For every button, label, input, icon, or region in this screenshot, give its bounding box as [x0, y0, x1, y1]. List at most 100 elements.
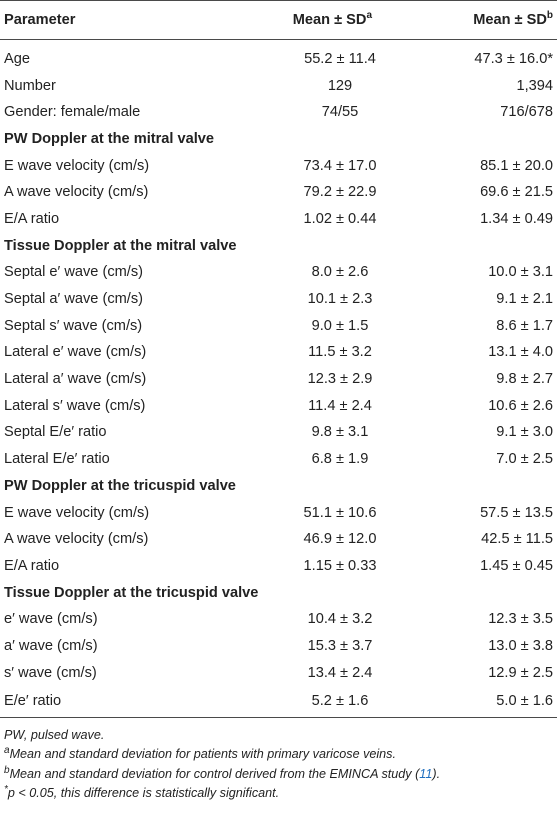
table-row: A wave velocity (cm/s) 79.2 ± 22.9 69.6 ± …: [0, 179, 557, 206]
parameter-cell: Septal s′ wave (cm/s): [4, 317, 143, 334]
mean-sd-patients-cell: 5.2 ± 1.6: [311, 693, 369, 709]
mean-sd-controls-cell: 69.6 ± 21.5: [480, 184, 553, 201]
parameter-cell: Lateral e′ wave (cm/s): [4, 344, 147, 361]
mean-sd-controls-cell: 9.1 ± 2.1: [496, 291, 553, 308]
footnote-pw: PW, pulsed wave.: [4, 727, 105, 742]
footnote-b-marker: b: [4, 764, 10, 776]
section-header-row: PW Doppler at the mitral valve: [0, 126, 557, 153]
table-row: Lateral s′ wave (cm/s) 11.4 ± 2.4 10.6 ± 2…: [0, 393, 557, 420]
mean-sd-patients-cell: 1.02 ± 0.44: [303, 210, 377, 227]
mean-sd-controls-cell: 7.0 ± 2.5: [496, 451, 553, 468]
footnote-star: *p < 0.05, this difference is statistica…: [0, 784, 557, 804]
parameter-cell: Lateral s′ wave (cm/s): [4, 397, 146, 414]
parameter-cell: Septal a′ wave (cm/s): [4, 291, 143, 308]
table-row: Lateral E/e′ ratio 6.8 ± 1.9 7.0 ± 2.5: [0, 446, 557, 473]
mean-sd-patients-cell: 129: [327, 77, 353, 94]
parameter-cell: Gender: female/male: [4, 104, 141, 121]
mean-sd-patients-cell: 15.3 ± 3.7: [307, 637, 373, 654]
section-header-row: Tissue Doppler at the mitral valve: [0, 233, 557, 260]
table-row: Number 129 1,394: [0, 73, 557, 100]
mean-sd-controls-cell: 12.9 ± 2.5: [488, 664, 553, 681]
mean-sd-controls-cell: 1,394: [516, 77, 553, 94]
parameter-cell: Age: [4, 50, 30, 67]
mean-sd-patients-cell: 9.8 ± 3.1: [311, 424, 369, 441]
mean-sd-patients-cell: 11.4 ± 2.4: [308, 397, 372, 414]
mean-sd-patients-cell: 11.5 ± 3.2: [308, 344, 372, 361]
table-row: Septal a′ wave (cm/s) 10.1 ± 2.3 9.1 ± 2.1: [0, 286, 557, 313]
mean-sd-controls-cell: 10.0 ± 3.1: [488, 264, 553, 281]
parameter-cell: Lateral a′ wave (cm/s): [4, 371, 147, 388]
header-mean-sd-patients: Mean ± SDa: [240, 1, 408, 40]
mean-sd-controls-cell: 85.1 ± 20.0: [480, 157, 553, 174]
footnote-b: bMean and standard deviation for control…: [0, 765, 557, 785]
mean-sd-patients-cell: 9.0 ± 1.5: [311, 317, 369, 334]
mean-sd-controls-cell: 5.0 ± 1.6: [496, 693, 553, 709]
mean-sd-patients-cell: 12.3 ± 2.9: [307, 371, 373, 388]
header-parameter: Parameter: [4, 11, 76, 28]
footnote-marker-a: a: [366, 9, 372, 21]
parameter-cell: E/e′ ratio: [4, 693, 62, 709]
echocardiography-table: Parameter Mean ± SDa Mean ± SDb Age 55.2 …: [0, 0, 557, 717]
mean-sd-patients-cell: 6.8 ± 1.9: [311, 451, 369, 468]
footnote-b-end: ).: [432, 766, 441, 781]
mean-sd-controls-cell: 1.45 ± 0.45: [480, 557, 553, 574]
mean-sd-controls-cell: 9.8 ± 2.7: [496, 371, 553, 388]
parameter-cell: E wave velocity (cm/s): [4, 504, 150, 521]
parameter-cell: Lateral E/e′ ratio: [4, 451, 110, 468]
mean-sd-controls-cell: 57.5 ± 13.5: [480, 504, 553, 521]
parameter-cell: Number: [4, 77, 56, 94]
section-header-row: Tissue Doppler at the tricuspid valve: [0, 580, 557, 607]
reference-link[interactable]: 11: [419, 766, 433, 781]
parameter-cell: E wave velocity (cm/s): [4, 157, 150, 174]
parameter-cell: s′ wave (cm/s): [4, 664, 97, 681]
mean-sd-patients-cell: 79.2 ± 22.9: [303, 184, 377, 201]
mean-sd-patients-cell: 10.1 ± 2.3: [307, 291, 373, 308]
footnote-star-text: p < 0.05, this difference is statistical…: [7, 786, 280, 801]
section-title: Tissue Doppler at the mitral valve: [4, 237, 237, 254]
mean-sd-controls-cell: 716/678: [500, 104, 553, 121]
table-row: Septal E/e′ ratio 9.8 ± 3.1 9.1 ± 3.0: [0, 420, 557, 447]
mean-sd-patients-cell: 1.15 ± 0.33: [303, 557, 377, 574]
parameter-cell: Septal E/e′ ratio: [4, 424, 107, 441]
table-row: s′ wave (cm/s) 13.4 ± 2.4 12.9 ± 2.5: [0, 660, 557, 687]
header-mean-sd-a-text: Mean ± SD: [292, 11, 367, 28]
table-row: e′ wave (cm/s) 10.4 ± 3.2 12.3 ± 3.5: [0, 606, 557, 633]
table-row: Lateral a′ wave (cm/s) 12.3 ± 2.9 9.8 ± 2.…: [0, 366, 557, 393]
mean-sd-controls-cell: 42.5 ± 11.5: [481, 531, 553, 548]
section-title: PW Doppler at the mitral valve: [4, 130, 215, 147]
mean-sd-patients-cell: 8.0 ± 2.6: [311, 264, 369, 281]
mean-sd-controls-cell: 13.1 ± 4.0: [488, 344, 553, 361]
header-row: Parameter Mean ± SDa Mean ± SDb: [0, 0, 557, 40]
mean-sd-patients-cell: 13.4 ± 2.4: [307, 664, 373, 681]
footnote-a-marker: a: [4, 744, 10, 756]
table-row: Age 55.2 ± 11.4 47.3 ± 16.0*: [0, 40, 557, 73]
table-header: Parameter Mean ± SDa Mean ± SDb: [0, 0, 557, 40]
header-mean-sd-b-text: Mean ± SD: [473, 11, 547, 28]
parameter-cell: e′ wave (cm/s): [4, 611, 98, 628]
table-row: E/e′ ratio 5.2 ± 1.6 5.0 ± 1.6: [0, 687, 557, 717]
footnotes: PW, pulsed wave. aMean and standard devi…: [0, 718, 557, 804]
footnote-star-marker: *: [4, 784, 8, 796]
mean-sd-patients-cell: 74/55: [321, 104, 359, 121]
table-row: Septal e′ wave (cm/s) 8.0 ± 2.6 10.0 ± 3.1: [0, 260, 557, 287]
parameter-cell: Septal e′ wave (cm/s): [4, 264, 143, 281]
parameter-cell: a′ wave (cm/s): [4, 637, 98, 654]
footnote-a: aMean and standard deviation for patient…: [0, 745, 557, 765]
mean-sd-controls-cell: 47.3 ± 16.0*: [474, 50, 553, 67]
table-row: Septal s′ wave (cm/s) 9.0 ± 1.5 8.6 ± 1.7: [0, 313, 557, 340]
mean-sd-controls-cell: 10.6 ± 2.6: [488, 397, 553, 414]
table-row: E wave velocity (cm/s) 51.1 ± 10.6 57.5 ± …: [0, 500, 557, 527]
table-row: E wave velocity (cm/s) 73.4 ± 17.0 85.1 ± …: [0, 153, 557, 180]
table-row: a′ wave (cm/s) 15.3 ± 3.7 13.0 ± 3.8: [0, 633, 557, 660]
section-header-row: PW Doppler at the tricuspid valve: [0, 473, 557, 500]
mean-sd-patients-cell: 55.2 ± 11.4: [304, 50, 376, 67]
mean-sd-controls-cell: 8.6 ± 1.7: [496, 317, 553, 334]
parameter-cell: E/A ratio: [4, 210, 60, 227]
mean-sd-patients-cell: 10.4 ± 3.2: [307, 611, 373, 628]
footnote-marker-b: b: [546, 9, 553, 21]
table-body: Age 55.2 ± 11.4 47.3 ± 16.0* Number 129 1,394…: [0, 40, 557, 717]
parameter-cell: A wave velocity (cm/s): [4, 531, 149, 548]
mean-sd-controls-cell: 13.0 ± 3.8: [488, 637, 553, 654]
mean-sd-patients-cell: 46.9 ± 12.0: [303, 531, 377, 548]
header-mean-sd-controls: Mean ± SDb: [408, 1, 557, 40]
